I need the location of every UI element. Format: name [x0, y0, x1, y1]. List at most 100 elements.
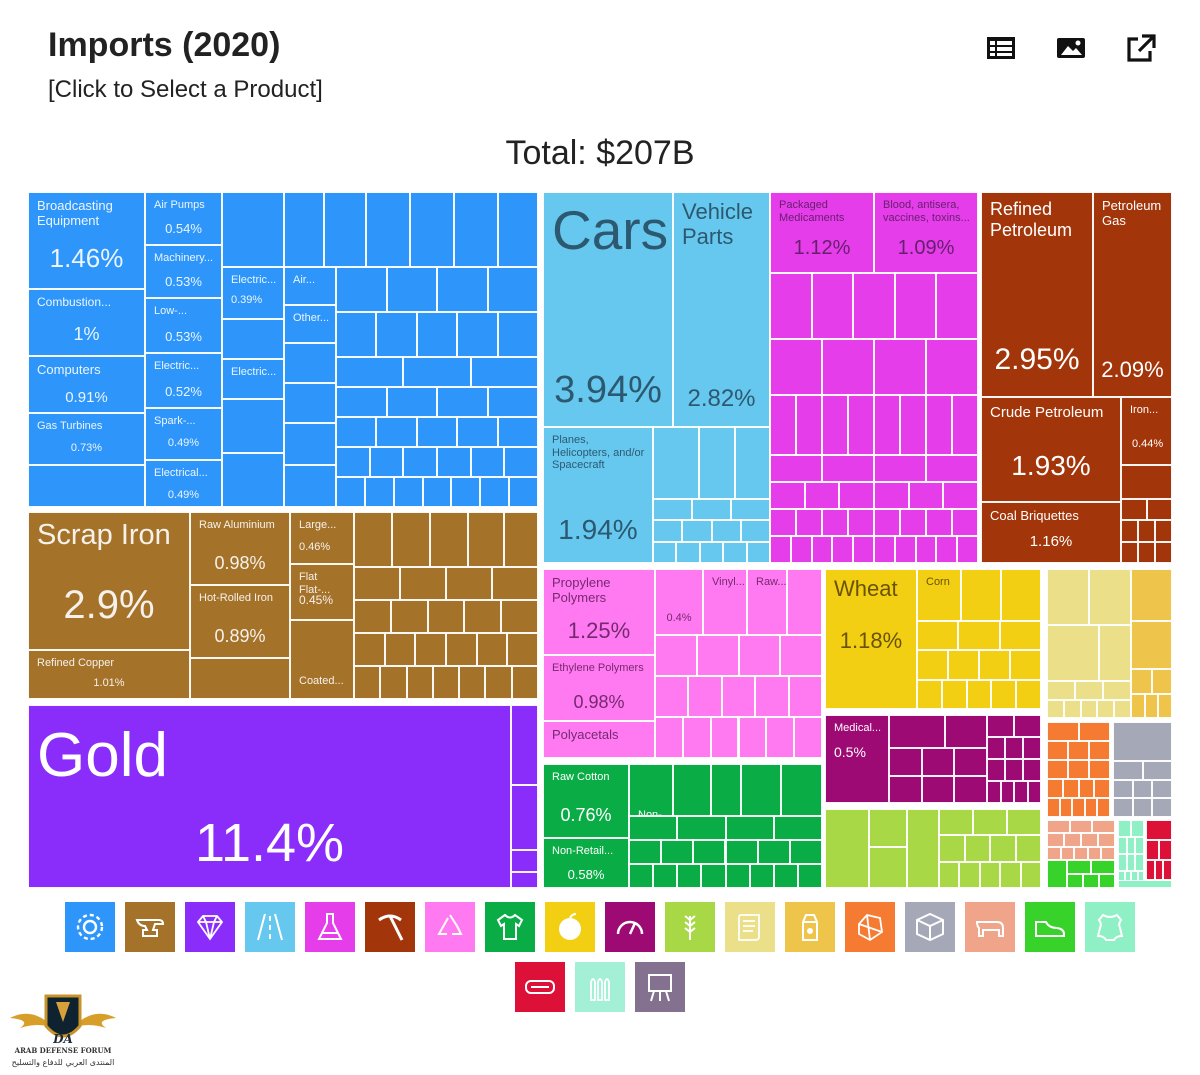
- treemap-tile-unlabeled[interactable]: [1047, 860, 1067, 888]
- treemap-tile-unlabeled[interactable]: [1118, 854, 1127, 871]
- treemap-tile[interactable]: Cars 3.94%: [543, 192, 673, 427]
- treemap-tile[interactable]: Medical... 0.5%: [825, 715, 889, 803]
- weapon-icon[interactable]: [515, 962, 565, 1012]
- treemap-tile-unlabeled[interactable]: [1047, 846, 1061, 860]
- treemap-tile-unlabeled[interactable]: [1078, 779, 1095, 798]
- treemap-tile-unlabeled[interactable]: [284, 343, 336, 383]
- treemap-tile-unlabeled[interactable]: [1131, 569, 1172, 621]
- treemap-tile-unlabeled[interactable]: [811, 536, 833, 563]
- treemap-tile-unlabeled[interactable]: [926, 395, 952, 455]
- treemap-tile[interactable]: Gas Turbines 0.73%: [28, 413, 145, 465]
- treemap-tile[interactable]: Non-Retail... 0.58%: [543, 838, 629, 888]
- treemap-tile-unlabeled[interactable]: [945, 715, 987, 748]
- treemap-tile-unlabeled[interactable]: [1097, 699, 1115, 718]
- treemap-tile[interactable]: Crude Petroleum 1.93%: [981, 397, 1121, 502]
- treemap-tile-unlabeled[interactable]: [1063, 699, 1081, 718]
- treemap-tile-unlabeled[interactable]: [889, 748, 922, 776]
- treemap-tile-unlabeled[interactable]: [284, 192, 324, 267]
- scroll-icon[interactable]: [725, 902, 775, 952]
- treemap-tile-unlabeled[interactable]: [796, 509, 822, 536]
- treemap-tile-unlabeled[interactable]: [1118, 820, 1131, 837]
- treemap-tile-unlabeled[interactable]: [284, 383, 336, 423]
- treemap-tile-unlabeled[interactable]: [832, 536, 854, 563]
- treemap-tile-unlabeled[interactable]: [1097, 798, 1110, 817]
- treemap-tile-unlabeled[interactable]: [796, 395, 822, 455]
- treemap-tile-unlabeled[interactable]: [1113, 779, 1133, 799]
- treemap-tile-unlabeled[interactable]: [1146, 840, 1159, 860]
- treemap-tile-unlabeled[interactable]: [738, 635, 781, 676]
- treemap-tile-unlabeled[interactable]: [498, 192, 538, 267]
- treemap-tile-unlabeled[interactable]: [629, 864, 654, 888]
- treemap-tile-unlabeled[interactable]: [926, 339, 978, 395]
- treemap-tile-unlabeled[interactable]: [1047, 760, 1068, 779]
- treemap-tile-unlabeled[interactable]: [416, 312, 458, 357]
- treemap-tile[interactable]: Petroleum Gas 2.09%: [1093, 192, 1172, 397]
- treemap-tile-unlabeled[interactable]: [655, 635, 697, 676]
- treemap-tile-unlabeled[interactable]: [874, 395, 900, 455]
- treemap-tile-unlabeled[interactable]: [738, 717, 767, 758]
- treemap-tile-unlabeled[interactable]: [773, 816, 822, 840]
- treemap-tile-unlabeled[interactable]: [1074, 846, 1088, 860]
- treemap-tile-unlabeled[interactable]: [915, 536, 937, 563]
- treemap-tile-unlabeled[interactable]: [1113, 798, 1133, 817]
- treemap-tile-unlabeled[interactable]: [392, 512, 430, 567]
- treemap-tile[interactable]: Scrap Iron 2.9%: [28, 512, 190, 650]
- treemap-tile-unlabeled[interactable]: [1047, 625, 1099, 681]
- treemap-tile-unlabeled[interactable]: [629, 840, 662, 864]
- treemap-tile-unlabeled[interactable]: [1114, 699, 1131, 718]
- treemap-tile-unlabeled[interactable]: [711, 764, 741, 816]
- treemap-tile[interactable]: Hot-Rolled Iron 0.89%: [190, 585, 290, 658]
- treemap-tile-unlabeled[interactable]: [766, 717, 795, 758]
- treemap-tile-unlabeled[interactable]: [451, 477, 481, 507]
- treemap-tile-unlabeled[interactable]: [511, 872, 538, 888]
- treemap-tile-unlabeled[interactable]: [1152, 798, 1172, 817]
- treemap-tile-unlabeled[interactable]: [1158, 693, 1172, 718]
- treemap-tile-unlabeled[interactable]: [740, 520, 770, 542]
- treemap-tile-unlabeled[interactable]: [1155, 520, 1172, 542]
- treemap-tile-unlabeled[interactable]: [917, 621, 959, 651]
- treemap-tile-unlabeled[interactable]: [1113, 761, 1143, 780]
- treemap-tile[interactable]: 0.4%: [655, 569, 703, 635]
- treemap-tile-unlabeled[interactable]: [1098, 833, 1115, 847]
- treemap-tile-unlabeled[interactable]: [952, 509, 978, 536]
- treemap-tile-unlabeled[interactable]: [682, 520, 712, 542]
- treemap-tile-unlabeled[interactable]: [874, 482, 909, 509]
- treemap-tile-unlabeled[interactable]: [735, 427, 770, 499]
- treemap-tile-unlabeled[interactable]: [1047, 798, 1060, 817]
- treemap-tile-unlabeled[interactable]: [1131, 669, 1152, 694]
- treemap-tile-unlabeled[interactable]: [1075, 681, 1103, 700]
- treemap-tile-unlabeled[interactable]: [1068, 760, 1089, 779]
- treemap-tile-unlabeled[interactable]: [1084, 798, 1098, 817]
- treemap-tile[interactable]: Refined Petroleum 2.95%: [981, 192, 1093, 397]
- treemap-tile-unlabeled[interactable]: [485, 666, 512, 699]
- treemap-tile-unlabeled[interactable]: [958, 621, 1000, 651]
- diamond-icon[interactable]: [185, 902, 235, 952]
- treemap-tile-unlabeled[interactable]: [354, 633, 385, 666]
- treemap-tile-unlabeled[interactable]: [222, 192, 284, 267]
- treemap-tile-unlabeled[interactable]: [788, 676, 822, 717]
- treemap-tile[interactable]: Electric... 0.39%: [222, 267, 284, 319]
- treemap-tile-unlabeled[interactable]: [1092, 820, 1115, 834]
- treemap-tile-unlabeled[interactable]: [1099, 874, 1115, 888]
- wheat-icon[interactable]: [665, 902, 715, 952]
- treemap-tile[interactable]: Broadcasting Equipment 1.46%: [28, 192, 145, 289]
- treemap-tile-unlabeled[interactable]: [1000, 861, 1021, 888]
- treemap-tile-unlabeled[interactable]: [822, 509, 848, 536]
- treemap-tile-unlabeled[interactable]: [961, 569, 1001, 621]
- treemap-tile[interactable]: Electric...: [222, 359, 284, 399]
- treemap-tile-unlabeled[interactable]: [908, 482, 944, 509]
- treemap-tile-unlabeled[interactable]: [1146, 499, 1172, 521]
- treemap-tile-unlabeled[interactable]: [336, 387, 387, 417]
- treemap-tile-unlabeled[interactable]: [889, 715, 945, 748]
- treemap-tile-unlabeled[interactable]: [1047, 741, 1068, 760]
- treemap-tile-unlabeled[interactable]: [1121, 465, 1172, 499]
- treemap-tile-unlabeled[interactable]: [839, 482, 874, 509]
- treemap-tile-unlabeled[interactable]: [1146, 820, 1172, 840]
- treemap-tile-unlabeled[interactable]: [446, 633, 477, 666]
- treemap-tile-unlabeled[interactable]: [1121, 541, 1138, 563]
- bullets-icon[interactable]: [575, 962, 625, 1012]
- treemap-tile[interactable]: Air Pumps 0.54%: [145, 192, 222, 245]
- treemap-tile-unlabeled[interactable]: [889, 775, 922, 803]
- treemap-tile-unlabeled[interactable]: [794, 717, 822, 758]
- treemap-tile-unlabeled[interactable]: [723, 541, 747, 563]
